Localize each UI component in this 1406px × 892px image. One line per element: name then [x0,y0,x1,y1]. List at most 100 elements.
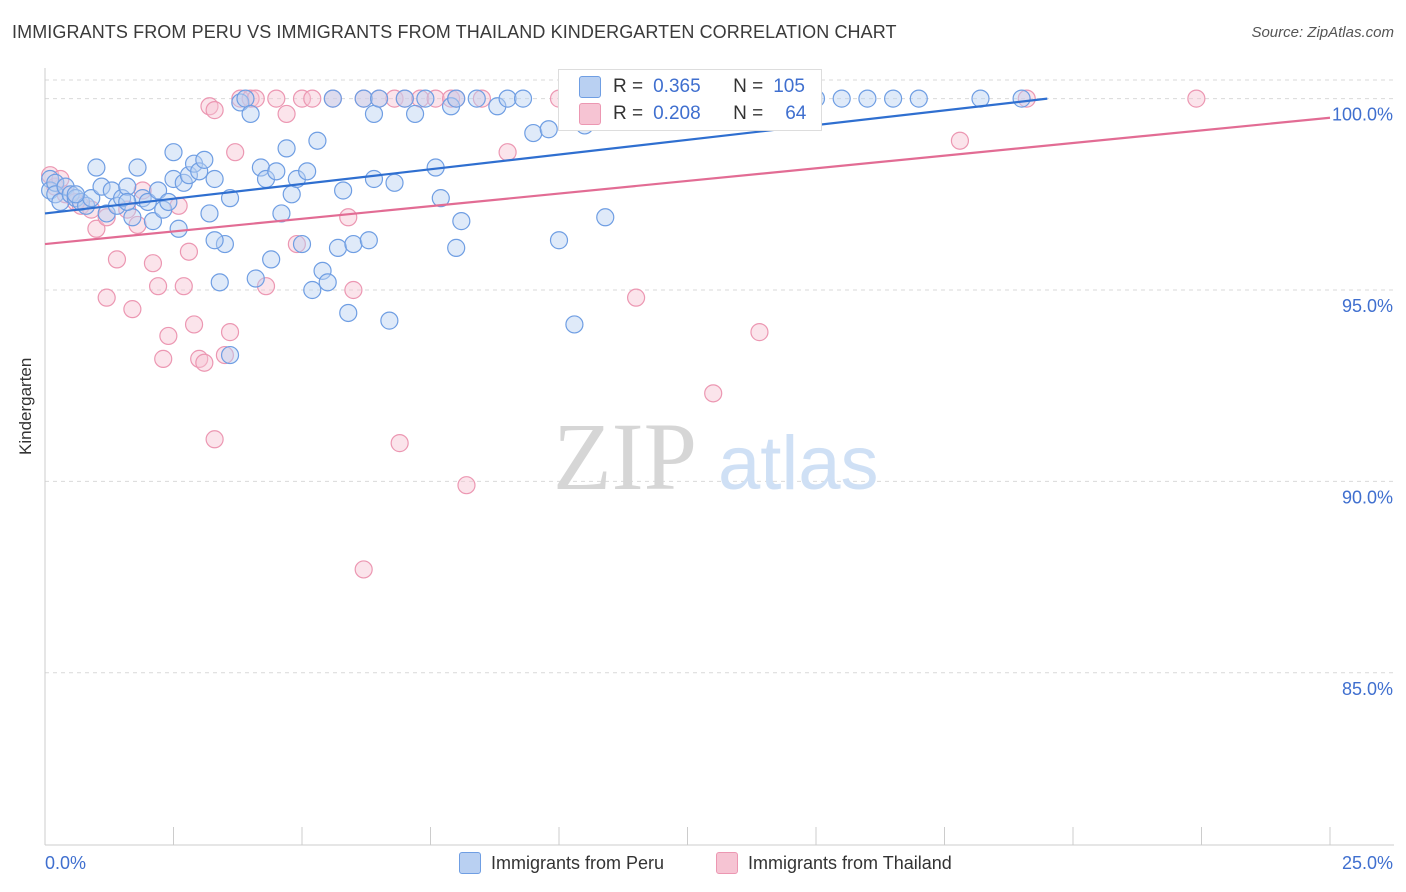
y-axis-label: Kindergarten [16,357,35,455]
peru-point [488,97,507,116]
peru-point [539,120,558,139]
thailand-point [441,89,461,108]
thailand-point [174,277,193,296]
watermark-atlas: atlas [718,421,879,506]
thailand-point [303,89,322,108]
thailand-point [107,250,127,269]
peru-point [215,234,234,254]
peru-point [832,89,851,108]
peru-point [380,311,399,330]
thailand-point [97,288,116,307]
peru-point [364,104,384,124]
peru-swatch [579,76,601,98]
peru-point [328,238,348,257]
legend-peru-label: Immigrants from Peru [491,852,665,873]
peru-r-label: R = [613,76,644,97]
legend-item-thailand[interactable]: Immigrants from Thailand [716,852,952,874]
trend-lines [44,97,1331,246]
peru-point [179,166,199,185]
peru-point [277,139,296,158]
thailand-r-value: 0.208 [653,103,701,124]
peru-point [236,89,255,108]
y-tick-label: 100.0% [1332,105,1393,125]
x-tick-label: 25.0% [1342,853,1393,873]
peru-point [909,89,928,108]
peru-point [87,158,106,177]
peru-point [128,158,147,177]
peru-point [220,345,240,365]
peru-point [241,104,260,124]
thailand-point [354,560,373,579]
stats-legend: R = 0.365 N = 105 R = 0.208 N = 64 [558,69,822,131]
peru-r-value: 0.365 [653,76,701,97]
peru-point [190,162,209,181]
stats-row-thailand: R = 0.208 N = 64 [579,101,806,127]
y-tick-label: 85.0% [1342,679,1393,699]
thailand-point [498,143,517,162]
thailand-point [287,234,306,254]
peru-point [292,234,312,254]
peru-point [210,273,229,292]
peru-point [344,234,363,254]
legend-thailand-label: Immigrants from Thailand [748,852,952,873]
peru-point [118,192,137,212]
thailand-point [154,349,173,368]
peru-point [364,169,384,189]
peru-point [123,208,142,227]
thailand-point [426,89,445,108]
thailand-point [205,430,224,449]
peru-point [195,150,214,169]
peru-n-value: 105 [773,76,805,97]
watermark: ZIP atlas [553,403,879,510]
peru-point [513,89,533,108]
thailand-point [457,476,476,495]
peru-point [359,231,378,250]
thailand-point [472,89,491,108]
peru-point [395,89,414,108]
thailand-point [950,131,970,150]
x-tick-labels: 0.0% 25.0% [45,853,1393,873]
peru-point [272,204,291,223]
peru-point [205,231,224,250]
peru-point [318,273,337,292]
peru-point [354,89,373,108]
peru-point [118,177,137,196]
peru-point [370,89,389,108]
stats-row-peru: R = 0.365 N = 105 [579,74,805,100]
peru-point [164,169,183,189]
legend-item-peru[interactable]: Immigrants from Peru [459,852,664,874]
thailand-point [148,277,168,296]
thailand-point [179,242,199,261]
peru-point [148,181,168,200]
thailand-n-value: 64 [785,103,807,124]
thailand-point [215,345,234,365]
y-tick-label: 90.0% [1342,487,1393,507]
peru-point [313,261,332,280]
peru-point [205,169,224,189]
thailand-point [220,323,240,342]
peru-point [405,104,425,124]
peru-point [200,204,219,223]
peru-point [159,192,178,212]
thailand-point [277,104,296,124]
peru-point [246,269,265,288]
thailand-r-label: R = [613,103,644,124]
thailand-point [292,89,312,108]
peru-point [323,89,342,108]
peru-point [220,189,240,208]
peru-point [303,280,322,300]
thailand-point [231,89,250,108]
thailand-point [1017,89,1036,108]
peru-point [1012,89,1031,108]
peru-point [169,219,188,238]
peru-point [447,89,466,108]
peru-trend-line [44,97,1048,215]
y-tick-label: 95.0% [1342,296,1393,316]
thailand-point [241,89,260,108]
thailand-point [123,300,142,319]
peru-point [92,177,111,196]
legend-thailand-swatch [716,852,738,874]
thailand-point [626,288,646,307]
peru-n-label: N = [733,76,764,97]
peru-point [596,208,615,227]
